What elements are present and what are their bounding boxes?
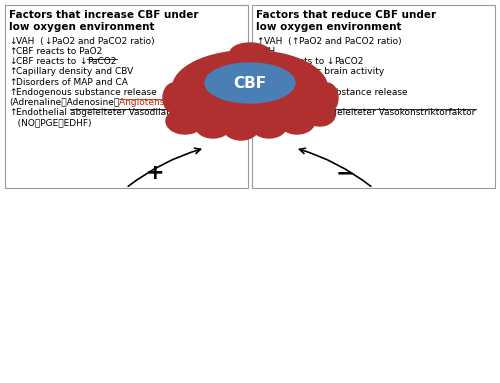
Text: abgeleiteter Vasokonstriktorfaktor: abgeleiteter Vasokonstriktorfaktor (320, 108, 476, 117)
Text: +: + (146, 163, 165, 183)
Text: ↑: ↑ (256, 88, 264, 97)
Ellipse shape (172, 51, 328, 126)
Text: ↑: ↑ (256, 37, 264, 46)
Ellipse shape (205, 63, 295, 103)
Bar (252, 5, 495, 188)
Text: ↑: ↑ (9, 77, 16, 87)
Text: Endothelial: Endothelial (264, 108, 320, 117)
Text: ↑: ↑ (291, 37, 298, 46)
Text: PaO2 and PaCO2 ratio): PaO2 and PaCO2 ratio) (52, 37, 154, 46)
Text: ↑: ↑ (256, 57, 264, 66)
Text: CBF reacts to PaO2: CBF reacts to PaO2 (16, 47, 103, 56)
Text: low oxygen environment: low oxygen environment (9, 21, 154, 32)
Text: VAH  (: VAH ( (264, 37, 291, 46)
Text: (Norepinephrine): (Norepinephrine) (256, 98, 336, 107)
Text: Sympathetic brain activity: Sympathetic brain activity (264, 67, 384, 77)
Text: (Adrenaline、Adenosine、: (Adrenaline、Adenosine、 (9, 98, 120, 107)
Text: Factors that increase CBF under: Factors that increase CBF under (9, 10, 198, 20)
Text: −: − (336, 163, 354, 183)
Text: VAH  (: VAH ( (16, 37, 44, 46)
Text: ↑: ↑ (9, 67, 16, 77)
Text: ↓: ↓ (9, 57, 16, 66)
Text: ↑: ↑ (9, 108, 16, 117)
Bar (5, 5, 248, 188)
Text: Endothelial: Endothelial (16, 108, 70, 117)
Text: HCT: HCT (264, 77, 282, 87)
Text: ↑: ↑ (256, 67, 264, 77)
Ellipse shape (251, 112, 287, 138)
Text: (NO、PGE、EDHF): (NO、PGE、EDHF) (9, 118, 92, 127)
Text: PaO2 and PaCO2 ratio): PaO2 and PaCO2 ratio) (298, 37, 401, 46)
Text: CBF reacts to: CBF reacts to (264, 57, 326, 66)
Ellipse shape (195, 112, 231, 138)
Text: ↓: ↓ (80, 57, 87, 66)
Ellipse shape (316, 83, 338, 113)
Text: low oxygen environment: low oxygen environment (256, 21, 402, 32)
Ellipse shape (166, 108, 204, 134)
Text: Endogenous substance release: Endogenous substance release (264, 88, 407, 97)
Text: CBF reacts to: CBF reacts to (16, 57, 80, 66)
Ellipse shape (223, 114, 259, 140)
Text: ↓: ↓ (9, 37, 16, 46)
Text: ): ) (320, 118, 324, 127)
Text: Peroxid: Peroxid (287, 118, 320, 127)
Text: abgeleiteter Vasodilatator: abgeleiteter Vasodilatator (70, 108, 188, 117)
Text: Angiotensin II: Angiotensin II (120, 98, 181, 107)
Ellipse shape (305, 104, 335, 126)
Text: Factors that reduce CBF under: Factors that reduce CBF under (256, 10, 436, 20)
Text: ↓: ↓ (44, 37, 52, 46)
Text: ↑: ↑ (9, 47, 16, 56)
Ellipse shape (279, 108, 315, 134)
Ellipse shape (230, 43, 270, 63)
Text: ↓: ↓ (326, 57, 334, 66)
Text: PH: PH (264, 47, 276, 56)
Text: ↓: ↓ (256, 47, 264, 56)
Text: CBF: CBF (234, 75, 266, 90)
Text: Disorders of MAP and CA: Disorders of MAP and CA (16, 77, 128, 87)
Text: ): ) (181, 98, 184, 107)
Text: (ET-1、: (ET-1、 (256, 118, 287, 127)
Text: PaCO2: PaCO2 (87, 57, 117, 66)
Text: ↑: ↑ (9, 88, 16, 97)
Text: Capillary density and CBV: Capillary density and CBV (16, 67, 134, 77)
Text: ↑: ↑ (256, 77, 264, 87)
Text: ↑: ↑ (256, 108, 264, 117)
Text: Endogenous substance release: Endogenous substance release (16, 88, 157, 97)
Ellipse shape (163, 83, 185, 113)
Text: PaCO2: PaCO2 (334, 57, 364, 66)
